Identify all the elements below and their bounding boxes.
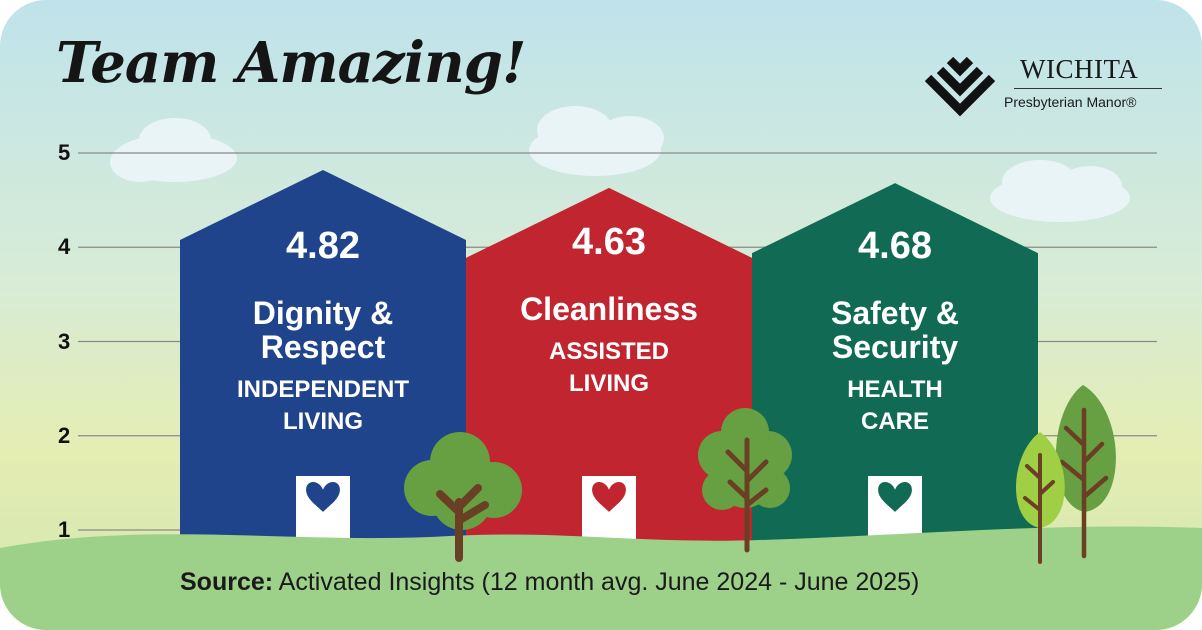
metric-line: Respect [260,329,386,365]
category-line: LIVING [282,408,363,435]
logo-mark-icon [924,56,996,117]
tree-right-small [1015,432,1065,564]
logo-subtitle: Presbyterian Manor® [1004,94,1137,110]
y-tick-label: 3 [58,328,71,354]
clouds [110,106,1130,222]
bar-label-group: 4.63 Cleanliness ASSISTED LIVING [466,222,752,400]
source-label: Source: [180,568,274,596]
metric-name: Dignity & Respect [180,296,466,364]
bar-house-3 [752,183,1038,545]
heart-icon [878,482,912,512]
category-line: HEALTH [847,376,943,403]
data-label: 4.63 [572,221,646,263]
bar-label-group: 4.68 Safety & Security HEALTH CARE [752,226,1038,438]
metric-line: Safety & [830,295,960,331]
page-title: Team Amazing! [56,30,526,96]
cloud-left [110,118,237,182]
metric-line: Dignity & [252,295,394,331]
data-label: 4.68 [858,225,932,267]
bar-house-1 [180,169,466,545]
category-line: INDEPENDENT [236,376,410,403]
category-line: ASSISTED [548,338,670,365]
category-label: ASSISTED LIVING [466,336,752,400]
y-tick-label: 5 [58,140,71,165]
bar-mark [466,187,752,545]
metric-name: Cleanliness [466,292,752,326]
tree-left [404,432,522,562]
bar-label-group: 4.82 Dignity & Respect INDEPENDENT LIVING [180,226,466,438]
bar-house-2 [466,187,752,545]
logo-name: WICHITA [1020,54,1139,84]
y-tick-label: 4 [58,234,71,260]
category-line: LIVING [568,370,649,397]
metric-line: Security [831,329,959,365]
bar-houses [180,169,1038,545]
y-tick-label: 1 [58,517,71,542]
tree-right-tall [1055,385,1116,559]
metric-name: Safety & Security [752,296,1038,364]
heart-icon [306,482,340,512]
metric-line: Cleanliness [520,291,698,327]
heart-icon [592,482,626,512]
y-tick-label: 2 [58,422,71,448]
logo-divider [1014,88,1162,89]
grass-ground [0,526,1202,630]
bar-mark [752,183,1038,545]
category-line: CARE [860,408,929,435]
tree-middle [698,408,792,553]
source-note: Source: Activated Insights (12 month avg… [180,568,919,597]
data-label: 4.82 [286,225,360,267]
source-text: Activated Insights (12 month avg. June 2… [273,568,920,596]
cloud-middle [529,106,664,176]
bar-mark [180,169,466,545]
wichita-logo: WICHITA Presbyterian Manor® [924,48,1174,120]
category-label: INDEPENDENT LIVING [180,374,466,438]
category-label: HEALTH CARE [752,374,1038,438]
cloud-right [990,160,1130,222]
